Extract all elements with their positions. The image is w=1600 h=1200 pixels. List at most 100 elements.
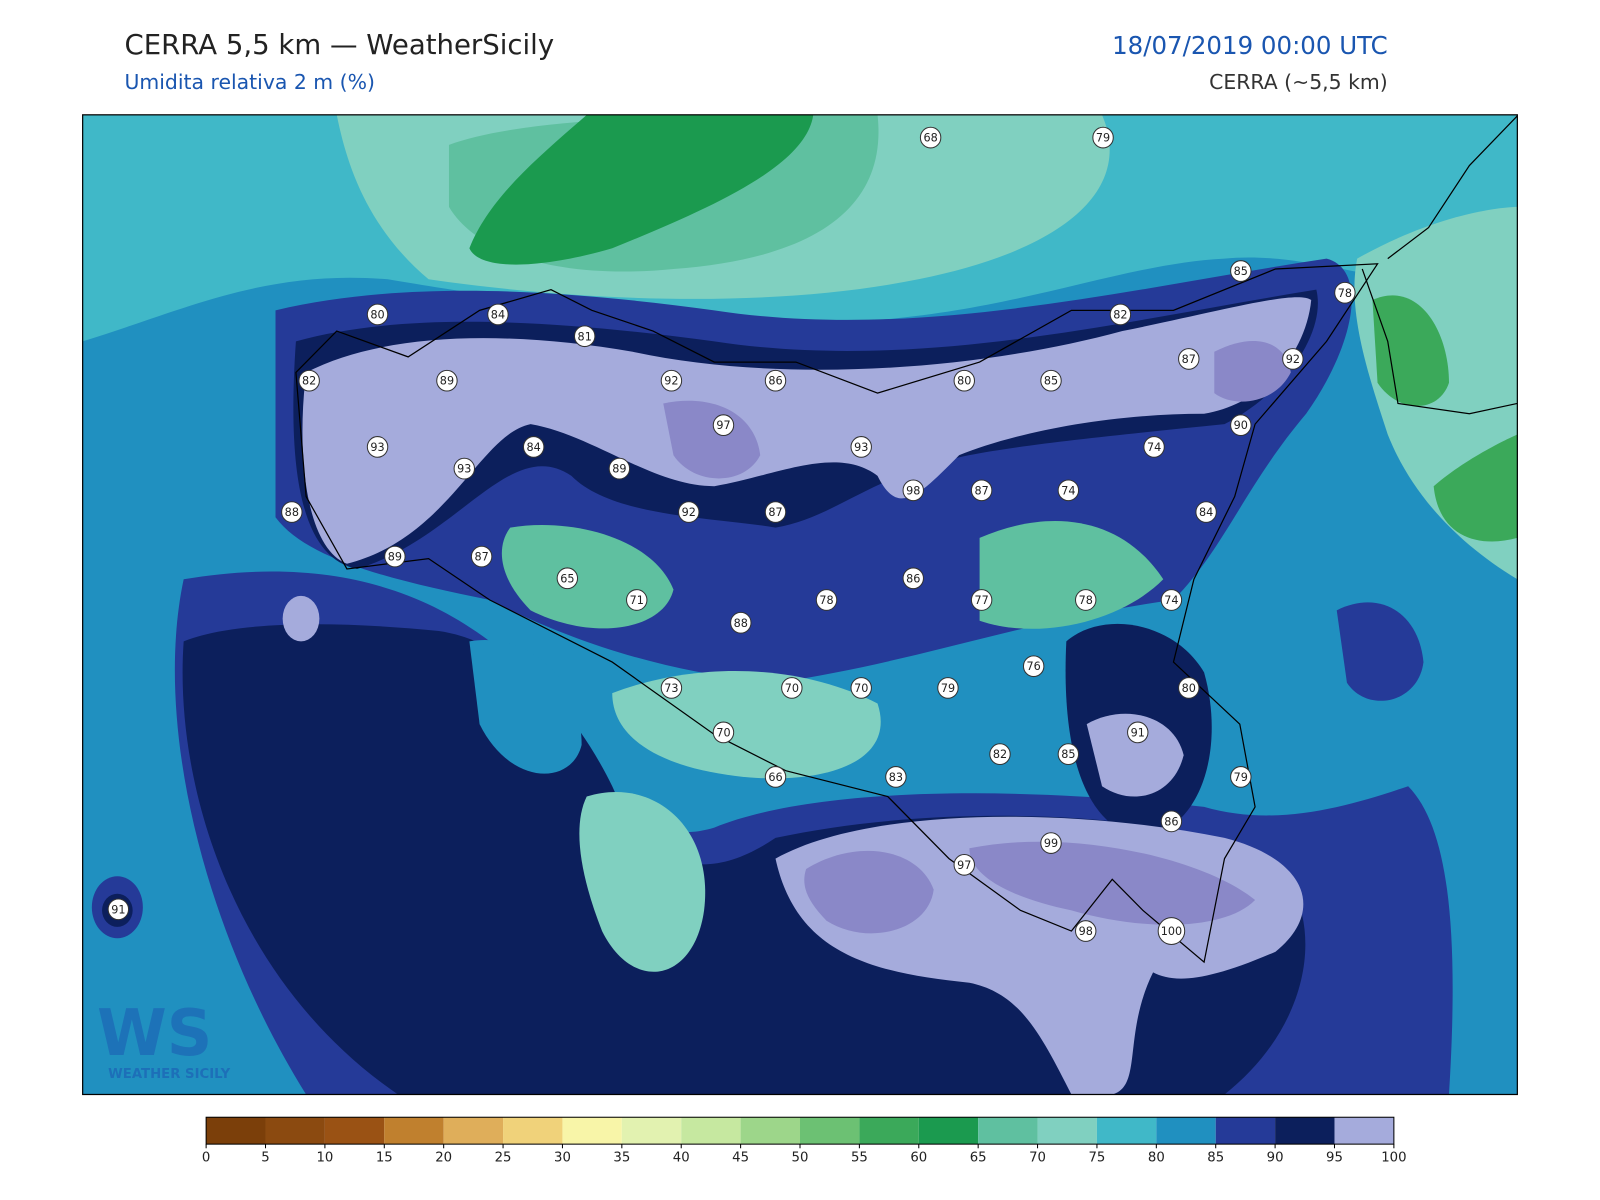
station-marker bbox=[1092, 126, 1114, 149]
station-value: 82 bbox=[1113, 308, 1127, 321]
station-value: 89 bbox=[612, 463, 626, 476]
station-value: 80 bbox=[957, 375, 971, 388]
colorbar-segment bbox=[918, 1117, 979, 1145]
station-value: 70 bbox=[716, 726, 730, 739]
station-marker bbox=[487, 303, 509, 326]
station-marker bbox=[902, 479, 924, 502]
station-value: 88 bbox=[285, 506, 299, 519]
colorbar-segment bbox=[503, 1117, 563, 1145]
station-marker bbox=[573, 325, 596, 348]
station-value: 99 bbox=[1044, 837, 1058, 850]
station-marker bbox=[1230, 260, 1252, 282]
colorbar-segment bbox=[1037, 1117, 1097, 1145]
station-marker bbox=[730, 611, 752, 634]
colorbar-segment bbox=[562, 1117, 622, 1145]
station-marker bbox=[1157, 917, 1186, 945]
station-marker bbox=[366, 436, 389, 458]
station-marker bbox=[1143, 436, 1165, 458]
colorbar-tick-label: 25 bbox=[495, 1151, 512, 1166]
station-value: 70 bbox=[854, 682, 868, 695]
colorbar-segment bbox=[1156, 1117, 1216, 1145]
stations: 68 79 80 84 81 82 85 78 82 89 92 86 80 85 87 92 97 90 93 93… bbox=[107, 126, 1356, 945]
station-marker bbox=[660, 677, 683, 699]
station-value: 79 bbox=[941, 682, 955, 695]
colorbar-segment bbox=[1334, 1117, 1394, 1145]
colorbar-segment bbox=[443, 1117, 504, 1145]
station-marker bbox=[1109, 303, 1132, 326]
station-value: 91 bbox=[1131, 726, 1145, 739]
station-value: 86 bbox=[768, 375, 782, 388]
colorbar-tick-label: 5 bbox=[261, 1151, 269, 1166]
station-marker bbox=[989, 743, 1011, 765]
station-marker bbox=[626, 589, 648, 611]
colorbar-segment bbox=[324, 1117, 385, 1145]
colorbar: 0 5 10 15 20 25 30 35 40 45 50 55 60 65 70 75 80 85 90 95 10… bbox=[202, 1116, 1407, 1166]
station-marker bbox=[1230, 414, 1252, 437]
colorbar-tick-label: 95 bbox=[1326, 1151, 1343, 1166]
station-marker bbox=[1075, 920, 1097, 942]
station-marker bbox=[1057, 479, 1080, 502]
station-value: 97 bbox=[716, 419, 730, 432]
station-value: 66 bbox=[768, 771, 782, 784]
station-marker bbox=[764, 501, 787, 523]
station-value: 77 bbox=[974, 594, 988, 607]
station-value: 74 bbox=[1147, 441, 1161, 454]
station-value: 86 bbox=[906, 572, 920, 585]
station-marker bbox=[1022, 655, 1045, 678]
station-value: 84 bbox=[527, 441, 541, 454]
station-marker bbox=[1040, 832, 1062, 854]
station-marker bbox=[885, 766, 907, 788]
model-label: CERRA (~5,5 km) bbox=[1209, 70, 1388, 94]
station-marker bbox=[902, 567, 924, 590]
station-value: 98 bbox=[1079, 925, 1093, 938]
station-value: 97 bbox=[957, 859, 971, 872]
colorbar-tick-label: 65 bbox=[970, 1151, 987, 1166]
logo-text: WEATHER SICILY bbox=[108, 1067, 230, 1082]
station-value: 93 bbox=[457, 463, 471, 476]
colorbar-segment bbox=[859, 1117, 919, 1145]
colorbar-segment bbox=[621, 1117, 682, 1145]
colorbar-tick-label: 40 bbox=[673, 1151, 690, 1166]
colorbar-segment bbox=[740, 1117, 800, 1145]
station-value: 78 bbox=[1338, 287, 1352, 300]
colorbar-segment bbox=[265, 1117, 325, 1145]
station-marker bbox=[1057, 743, 1080, 765]
colorbar-tick-label: 90 bbox=[1267, 1151, 1284, 1166]
station-value: 79 bbox=[1234, 771, 1248, 784]
station-value: 76 bbox=[1027, 660, 1041, 673]
station-value: 89 bbox=[440, 375, 454, 388]
station-marker bbox=[764, 766, 787, 788]
station-marker bbox=[953, 369, 975, 392]
station-value: 87 bbox=[768, 506, 782, 519]
station-marker bbox=[850, 436, 872, 458]
station-value: 74 bbox=[1164, 594, 1178, 607]
station-value: 68 bbox=[923, 132, 937, 145]
colorbar-tick-label: 0 bbox=[202, 1151, 210, 1166]
station-marker bbox=[1195, 501, 1217, 523]
station-value: 82 bbox=[993, 748, 1007, 761]
station-value: 85 bbox=[1234, 265, 1248, 278]
station-value: 93 bbox=[370, 441, 384, 454]
station-value: 98 bbox=[906, 484, 920, 497]
logo: WS WEATHER SICILY bbox=[97, 997, 231, 1082]
station-marker bbox=[1334, 281, 1356, 304]
station-marker bbox=[281, 501, 303, 523]
station-value: 87 bbox=[474, 551, 488, 564]
station-value: 90 bbox=[1234, 419, 1248, 432]
station-value: 70 bbox=[785, 682, 799, 695]
station-value: 81 bbox=[578, 330, 592, 343]
station-value: 87 bbox=[974, 484, 988, 497]
colorbar-tick-label: 100 bbox=[1381, 1151, 1406, 1166]
colorbar-tick-label: 35 bbox=[613, 1151, 630, 1166]
station-marker bbox=[660, 369, 683, 392]
station-value: 78 bbox=[819, 594, 833, 607]
colorbar-segment bbox=[1096, 1117, 1157, 1145]
station-value: 100 bbox=[1161, 925, 1182, 938]
station-marker bbox=[107, 898, 130, 921]
colorbar-segment bbox=[681, 1117, 741, 1145]
colorbar-tick-label: 45 bbox=[732, 1151, 749, 1166]
station-value: 89 bbox=[388, 551, 402, 564]
colorbar-segment bbox=[206, 1117, 266, 1145]
station-value: 87 bbox=[1182, 353, 1196, 366]
